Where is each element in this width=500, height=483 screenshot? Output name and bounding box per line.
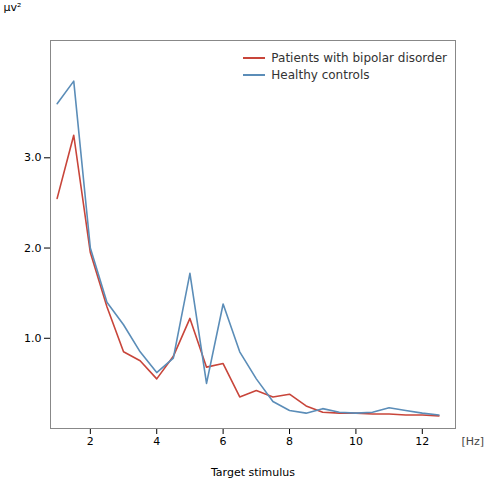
svg-text:2.0: 2.0	[24, 242, 42, 255]
svg-text:3.0: 3.0	[24, 151, 42, 164]
svg-text:[Hz]: [Hz]	[462, 435, 485, 448]
svg-text:4: 4	[153, 435, 160, 448]
svg-text:10: 10	[349, 435, 363, 448]
svg-text:Target stimulus: Target stimulus	[210, 466, 295, 479]
svg-text:1.0: 1.0	[24, 332, 42, 345]
html-text:Healthy controls: Healthy controls	[271, 68, 370, 82]
svg-text:2: 2	[87, 435, 94, 448]
svg-text:12: 12	[415, 435, 429, 448]
html-text:Patients with bipolar disorder: Patients with bipolar disorder	[271, 51, 447, 65]
svg-text:8: 8	[286, 435, 293, 448]
svg-text:μv²: μv²	[4, 1, 22, 14]
svg-text:6: 6	[220, 435, 227, 448]
